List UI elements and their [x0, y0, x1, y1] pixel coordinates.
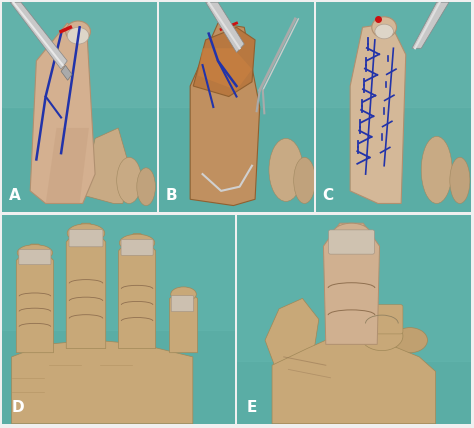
Ellipse shape: [119, 234, 155, 252]
Polygon shape: [118, 234, 155, 348]
Ellipse shape: [269, 139, 303, 202]
Polygon shape: [350, 23, 406, 203]
Text: B: B: [165, 188, 177, 203]
Bar: [316, 2, 471, 107]
Ellipse shape: [66, 21, 91, 42]
Bar: [237, 215, 471, 361]
Ellipse shape: [137, 168, 155, 205]
Polygon shape: [12, 340, 193, 424]
Polygon shape: [193, 27, 255, 97]
FancyBboxPatch shape: [171, 296, 193, 312]
Text: A: A: [9, 188, 20, 203]
Bar: [279, 407, 428, 424]
FancyBboxPatch shape: [69, 230, 103, 247]
Polygon shape: [83, 128, 129, 203]
Ellipse shape: [17, 245, 53, 261]
Polygon shape: [10, 2, 67, 69]
Polygon shape: [265, 298, 319, 378]
Polygon shape: [30, 23, 95, 203]
Ellipse shape: [372, 17, 397, 38]
Text: E: E: [246, 400, 257, 415]
Ellipse shape: [392, 328, 428, 353]
Polygon shape: [16, 244, 54, 353]
Text: C: C: [322, 188, 334, 203]
Polygon shape: [198, 48, 252, 90]
Text: D: D: [12, 400, 24, 415]
Polygon shape: [66, 223, 106, 348]
Ellipse shape: [450, 158, 470, 203]
Polygon shape: [190, 23, 260, 205]
Polygon shape: [206, 2, 244, 53]
Ellipse shape: [67, 27, 89, 44]
FancyBboxPatch shape: [121, 240, 153, 256]
FancyBboxPatch shape: [361, 305, 403, 334]
Polygon shape: [272, 340, 436, 424]
Ellipse shape: [375, 24, 393, 39]
FancyBboxPatch shape: [19, 250, 51, 265]
Bar: [2, 215, 235, 330]
Ellipse shape: [333, 223, 370, 244]
FancyBboxPatch shape: [328, 230, 374, 254]
Bar: [159, 2, 314, 107]
Polygon shape: [323, 223, 380, 345]
Ellipse shape: [171, 287, 196, 302]
Polygon shape: [412, 2, 449, 48]
Ellipse shape: [117, 158, 141, 203]
Ellipse shape: [421, 137, 452, 203]
Polygon shape: [46, 128, 89, 203]
Bar: [2, 2, 157, 107]
Polygon shape: [170, 288, 198, 353]
Bar: [61, 65, 72, 80]
Ellipse shape: [294, 158, 315, 203]
Ellipse shape: [67, 224, 105, 243]
Ellipse shape: [361, 321, 403, 351]
